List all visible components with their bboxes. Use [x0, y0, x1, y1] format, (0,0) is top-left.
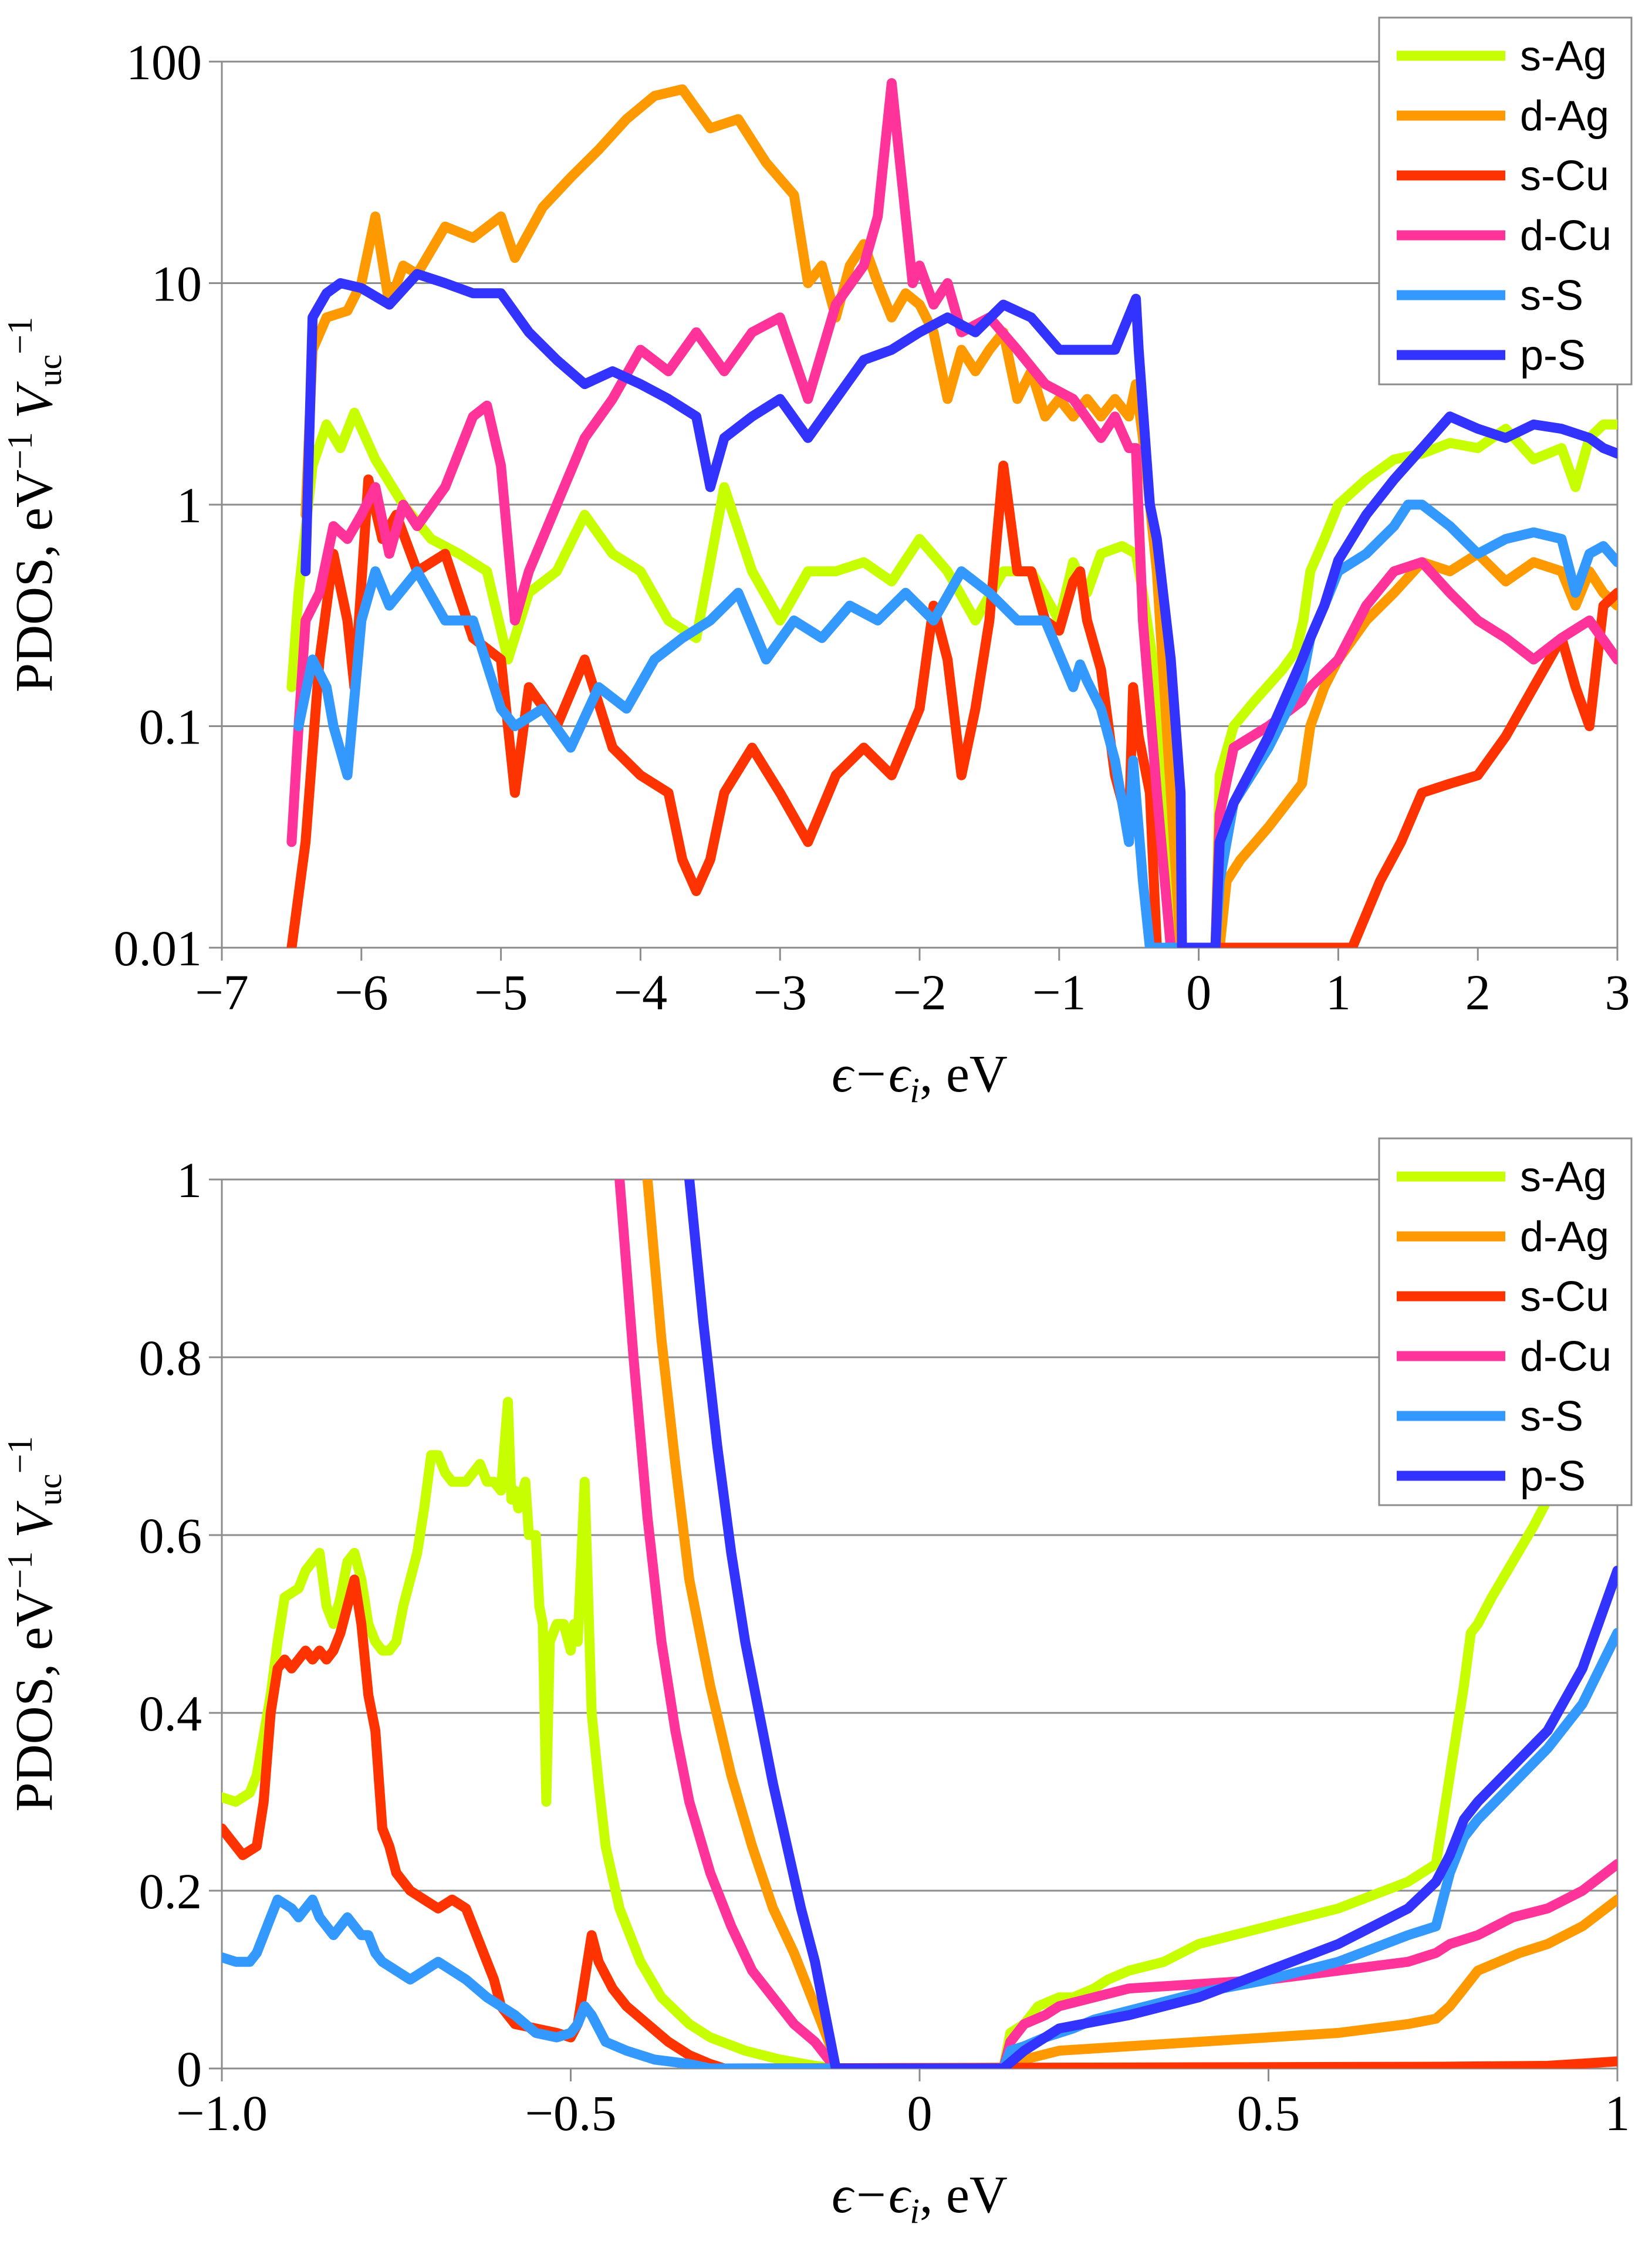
legend-box — [1378, 16, 1633, 386]
y-axis-label: PDOS, eV−1 Vuc−1 — [1, 317, 69, 692]
x-tick-label: −2 — [893, 964, 947, 1020]
legend-label-p-S: p-S — [1520, 1453, 1586, 1500]
legend-label-s-S: s-S — [1520, 1393, 1583, 1440]
legend: s-Ag d-Ag s-Cu d-Cu s-S p-S — [1378, 16, 1633, 386]
series-line-d-Ag — [642, 1179, 1617, 2068]
series-line-s-S — [222, 1628, 1617, 2068]
y-tick-label: 100 — [126, 34, 202, 90]
x-tick-label: −3 — [753, 964, 807, 1020]
y-tick-label: 0.6 — [139, 1507, 202, 1564]
series-line-s-Cu — [286, 461, 1617, 948]
x-tick-label: 3 — [1605, 964, 1630, 1020]
x-tick-label: −0.5 — [525, 2085, 616, 2141]
series-group — [286, 78, 1617, 948]
y-tick-label: 0.1 — [139, 699, 202, 755]
x-tick-label: −4 — [614, 964, 668, 1020]
x-tick-label: 1 — [1326, 964, 1351, 1020]
x-tick-label: −1.0 — [176, 2085, 268, 2141]
x-tick-label: 0 — [907, 2085, 933, 2141]
series-group — [222, 1179, 1617, 2068]
legend-label-s-Cu: s-Cu — [1520, 1273, 1609, 1320]
y-tick-label: 0.8 — [139, 1330, 202, 1386]
y-tick-label: 1 — [177, 477, 202, 533]
legend: s-Ag d-Ag s-Cu d-Cu s-S p-S — [1378, 1137, 1633, 1506]
y-tick-label: 1 — [177, 1152, 202, 1208]
legend-label-s-Ag: s-Ag — [1520, 33, 1607, 80]
legend-label-d-Cu: d-Cu — [1520, 212, 1612, 259]
chart-panel-1: 0.01 0.1 1 10 100 −7 −6 −5 −4 −3 −2 −1 0 1 2 3 ϵ−ϵi, eV P… — [1, 16, 1633, 1110]
x-tick-label: −6 — [335, 964, 388, 1020]
x-tick-label: 0 — [1186, 964, 1211, 1020]
legend-label-s-Ag: s-Ag — [1520, 1154, 1607, 1201]
x-tick-label: 2 — [1465, 964, 1491, 1020]
series-line-d-Cu — [614, 1179, 1617, 2068]
legend-label-s-S: s-S — [1520, 272, 1583, 319]
y-tick-label: 10 — [151, 256, 202, 312]
series-line-s-Ag — [222, 1352, 1617, 2068]
legend-label-d-Ag: d-Ag — [1520, 1214, 1609, 1260]
y-tick-label: 0.01 — [114, 920, 202, 976]
legend-label-s-Cu: s-Cu — [1520, 153, 1609, 200]
legend-label-p-S: p-S — [1520, 332, 1586, 379]
legend-box — [1378, 1137, 1633, 1506]
y-tick-label: 0.2 — [139, 1863, 202, 1919]
x-tick-label: −1 — [1032, 964, 1086, 1020]
legend-label-d-Cu: d-Cu — [1520, 1333, 1612, 1380]
y-axis-label: PDOS, eV−1 Vuc−1 — [1, 1436, 69, 1812]
legend-label-d-Ag: d-Ag — [1520, 93, 1609, 140]
series-line-p-S — [300, 269, 1617, 948]
series-line-s-S — [293, 499, 1617, 948]
series-line-p-S — [684, 1179, 1617, 2068]
y-tick-label: 0 — [177, 2041, 202, 2097]
x-axis-label: ϵ−ϵi, eV — [832, 1045, 1008, 1110]
chart-panel-2: 0 0.2 0.4 0.6 0.8 1 −1.0 −0.5 0 0.5 1 ϵ−ϵi, eV PDOS,… — [1, 1137, 1633, 2230]
x-tick-label: −5 — [474, 964, 528, 1020]
series-line-s-Cu — [222, 1574, 1617, 2068]
x-tick-label: −7 — [195, 964, 249, 1020]
y-tick-label: 0.4 — [139, 1685, 202, 1742]
x-tick-label: 1 — [1605, 2085, 1630, 2141]
x-tick-label: 0.5 — [1237, 2085, 1300, 2141]
x-axis-label: ϵ−ϵi, eV — [832, 2166, 1008, 2230]
series-line-d-Cu — [286, 78, 1617, 948]
